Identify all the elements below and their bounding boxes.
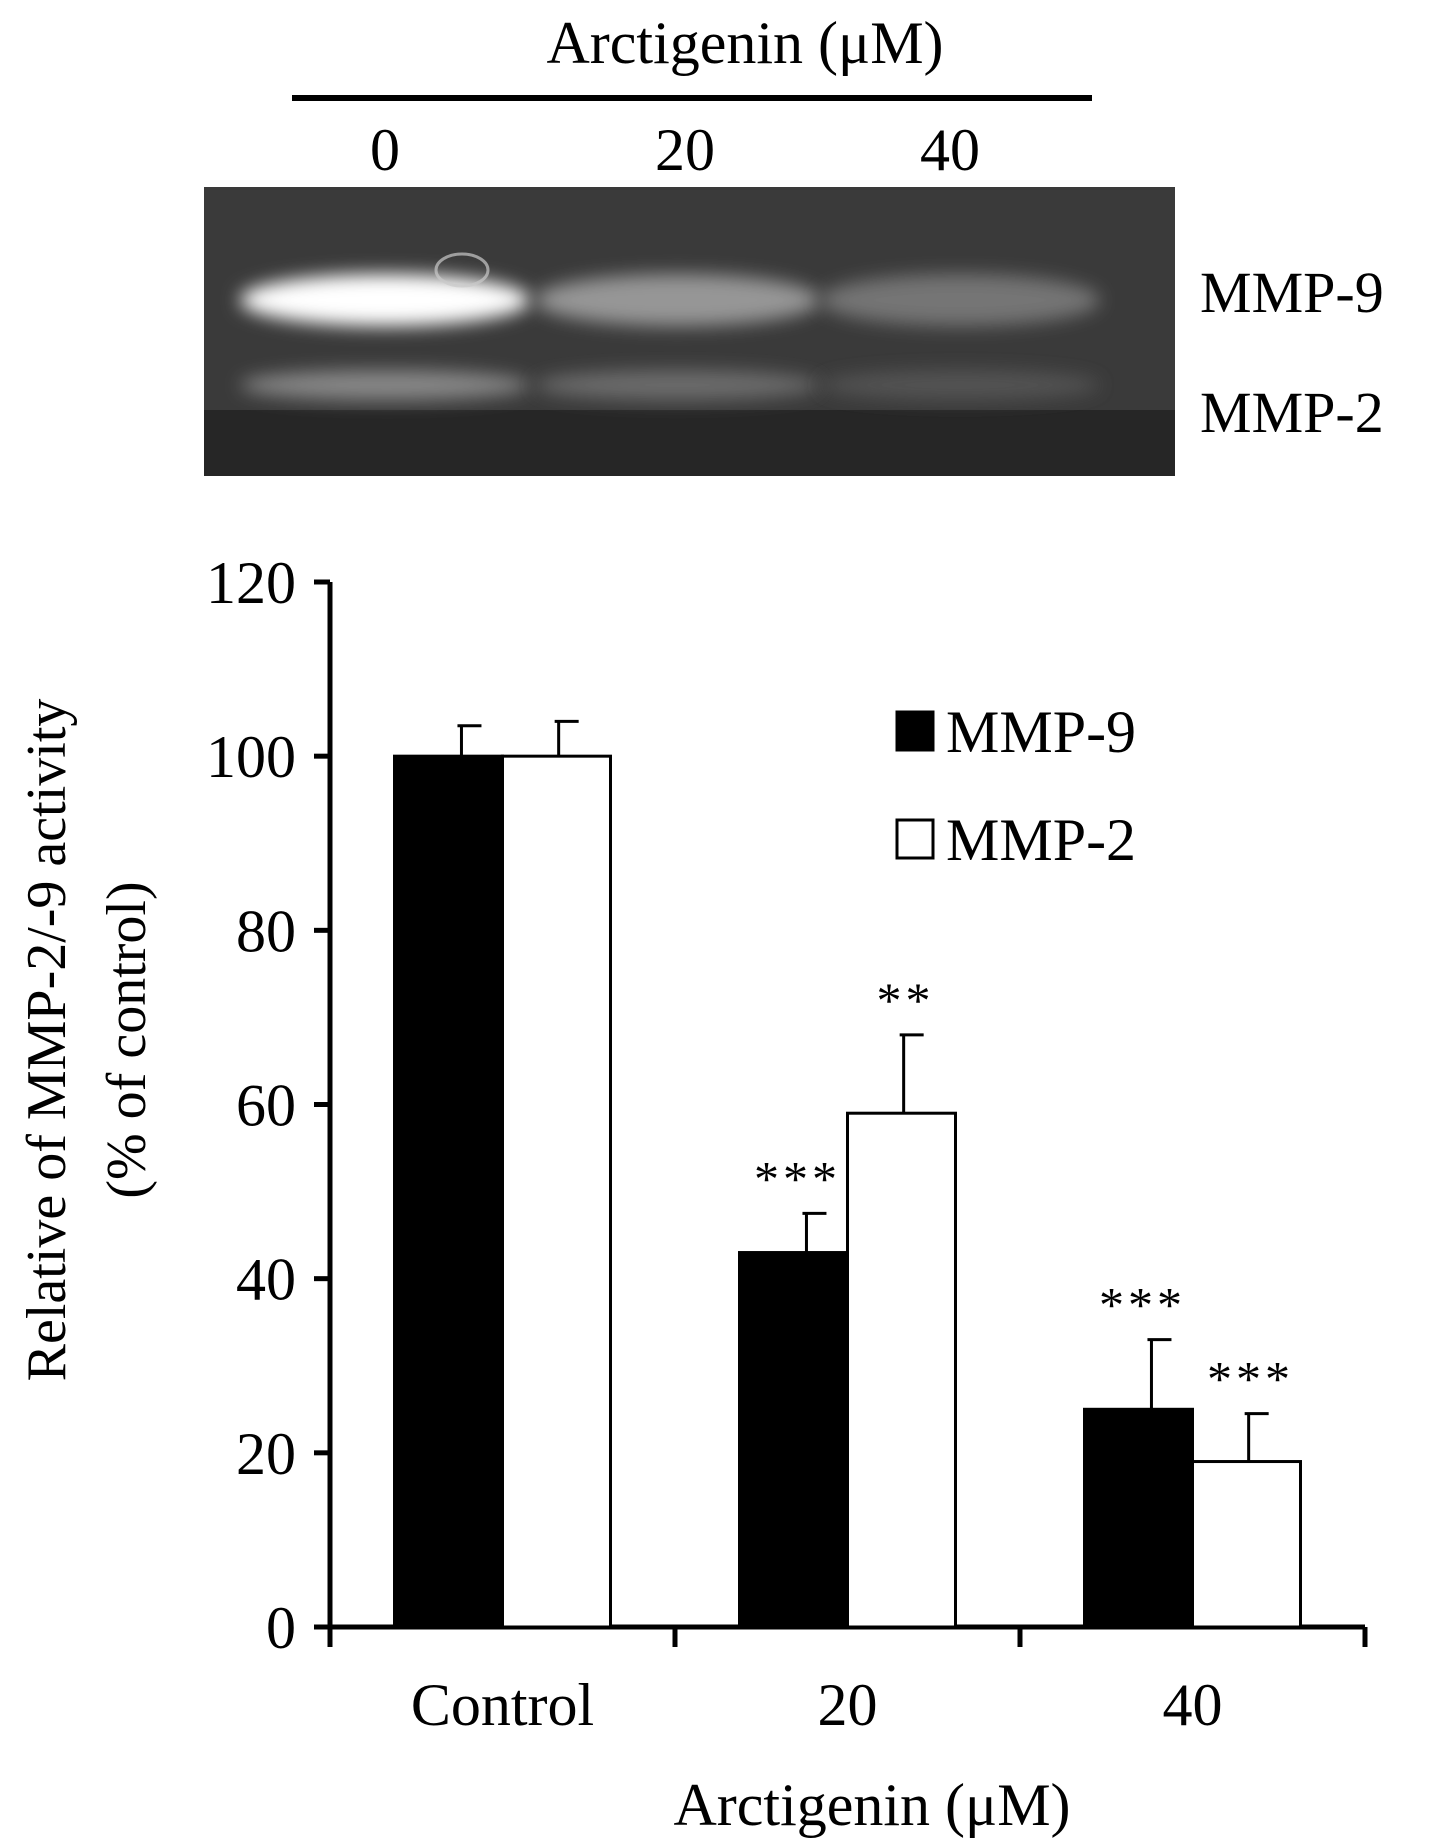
- gel-lane-label: 40: [920, 117, 980, 183]
- y-tick-label: 20: [236, 1421, 296, 1487]
- significance-label: ***: [1099, 1277, 1186, 1333]
- gel-panel: Arctigenin (μM) 0 20 40 MMP-9 MMP-2: [204, 10, 1384, 476]
- y-axis-label-line1: Relative of MMP-2/-9 activity: [16, 699, 78, 1382]
- gel-band: [240, 274, 530, 326]
- bar-mmp2: [501, 754, 612, 1629]
- y-axis: 0 20 40 60 80 100 120: [206, 550, 333, 1661]
- legend-label: MMP-9: [946, 699, 1136, 765]
- gel-band: [820, 370, 1100, 400]
- gel-lane-label: 0: [370, 117, 400, 183]
- x-tick-label: 20: [818, 1672, 878, 1738]
- gel-band: [240, 370, 530, 400]
- gel-band: [535, 370, 820, 400]
- bar-mmp2: [1191, 1460, 1302, 1629]
- gel-lane-label: 20: [655, 117, 715, 183]
- significance-label: ***: [1207, 1351, 1294, 1407]
- gel-image: [204, 187, 1175, 476]
- significance-label: **: [877, 972, 935, 1028]
- gel-lane-labels: 0 20 40: [370, 117, 980, 183]
- bar-mmp2: [846, 1111, 957, 1629]
- gel-bands: [240, 274, 1100, 400]
- y-tick-label: 80: [236, 898, 296, 964]
- gel-band: [535, 274, 820, 326]
- bars: [393, 754, 1302, 1629]
- significance-label: ***: [754, 1150, 841, 1206]
- y-tick-label: 0: [266, 1595, 296, 1661]
- gel-artifact: [434, 252, 490, 288]
- y-tick-label: 120: [206, 550, 296, 616]
- x-axis: Control 20 40: [330, 1624, 1368, 1738]
- x-axis-title: Arctigenin (μM): [673, 1772, 1070, 1838]
- error-bars: [457, 719, 1269, 1462]
- legend-swatch-mmp9: [895, 710, 935, 752]
- x-tick-label: 40: [1163, 1672, 1223, 1738]
- y-tick-label: 100: [206, 724, 296, 790]
- y-tick-label: 40: [236, 1247, 296, 1313]
- gel-band-labels: MMP-9 MMP-2: [1200, 260, 1384, 445]
- gel-band-label: MMP-9: [1200, 260, 1384, 325]
- gel-band-label: MMP-2: [1200, 380, 1384, 445]
- legend-label: MMP-2: [946, 807, 1136, 873]
- gel-band: [820, 274, 1100, 326]
- x-tick-label: Control: [411, 1672, 594, 1738]
- gel-lower-shade: [204, 410, 1175, 476]
- y-axis-label-line2: (% of control): [96, 881, 158, 1198]
- bar-mmp9: [738, 1251, 849, 1629]
- bar-mmp9: [393, 754, 504, 1629]
- legend: MMP-9 MMP-2: [895, 699, 1136, 873]
- bar-chart: Relative of MMP-2/-9 activity (% of cont…: [16, 550, 1368, 1838]
- bar-mmp9: [1083, 1407, 1194, 1629]
- legend-swatch-mmp2: [895, 818, 935, 860]
- gel-title: Arctigenin (μM): [546, 10, 943, 76]
- y-axis-title: Relative of MMP-2/-9 activity (% of cont…: [16, 699, 158, 1382]
- y-tick-label: 60: [236, 1073, 296, 1139]
- significance-labels: ***********: [754, 972, 1294, 1407]
